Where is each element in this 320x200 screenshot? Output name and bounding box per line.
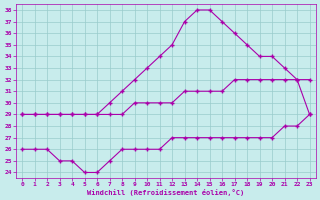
X-axis label: Windchill (Refroidissement éolien,°C): Windchill (Refroidissement éolien,°C) xyxy=(87,189,244,196)
